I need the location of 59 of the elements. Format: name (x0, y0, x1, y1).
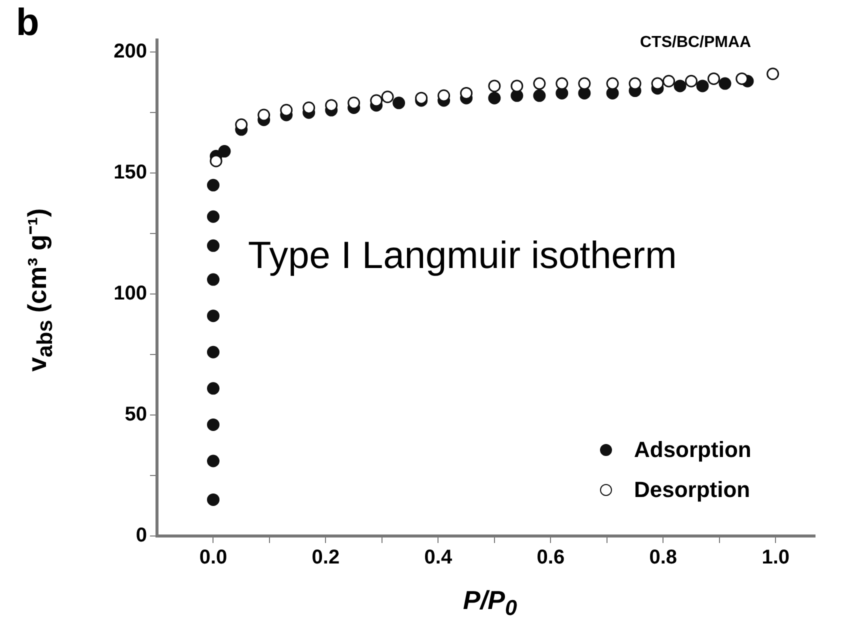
point (325, 99, 338, 112)
point (392, 96, 406, 110)
point (258, 108, 270, 122)
y-tick-label: 150 (114, 162, 147, 184)
legend-label: Desorption (634, 477, 750, 503)
point (381, 90, 394, 104)
point (533, 77, 546, 90)
y-tick-label: 0 (136, 524, 147, 547)
point (218, 145, 231, 158)
point (488, 80, 501, 92)
y-tick-label: 200 (114, 40, 147, 63)
point (206, 346, 220, 358)
point (438, 89, 450, 102)
legend-label: Adsorption (634, 437, 752, 463)
x-tick-label: 0.6 (536, 546, 565, 569)
point (510, 80, 524, 92)
point (235, 118, 248, 131)
point (280, 104, 293, 116)
x-tick-label: 0.0 (199, 546, 228, 569)
point (556, 77, 568, 90)
point (708, 72, 720, 85)
point (206, 178, 220, 192)
point (370, 94, 383, 107)
point (718, 77, 732, 90)
x-tick-label: 0.4 (424, 546, 453, 569)
point (206, 493, 220, 506)
point (606, 77, 619, 90)
point (685, 74, 698, 88)
y-tick-label: 50 (124, 404, 147, 426)
point (302, 101, 316, 114)
point (460, 86, 473, 100)
point (206, 273, 220, 286)
point (651, 77, 664, 90)
point (662, 74, 676, 88)
point (736, 72, 748, 85)
point (533, 89, 546, 102)
x-axis-title: P/P$_{0}$ (463, 585, 517, 622)
point (206, 210, 220, 223)
point (206, 418, 220, 431)
x-tick-label: 0.8 (649, 546, 678, 569)
point (206, 310, 220, 322)
annotation: CTS/BC/PMAA (640, 34, 752, 52)
annotation: Type I Langmuir isotherm (248, 235, 677, 278)
point (696, 80, 709, 92)
point (206, 239, 220, 252)
text: b (16, 2, 40, 45)
x-tick-label: 0.2 (312, 546, 340, 569)
point (628, 77, 642, 90)
point (206, 454, 220, 468)
point (766, 68, 780, 80)
x-tick-label: 1.0 (762, 546, 790, 569)
point (206, 382, 220, 395)
y-tick-label: 100 (114, 282, 147, 305)
point (348, 96, 360, 110)
point (488, 92, 501, 104)
point (674, 80, 686, 92)
point (415, 92, 428, 104)
point (578, 77, 591, 90)
point (210, 154, 222, 168)
